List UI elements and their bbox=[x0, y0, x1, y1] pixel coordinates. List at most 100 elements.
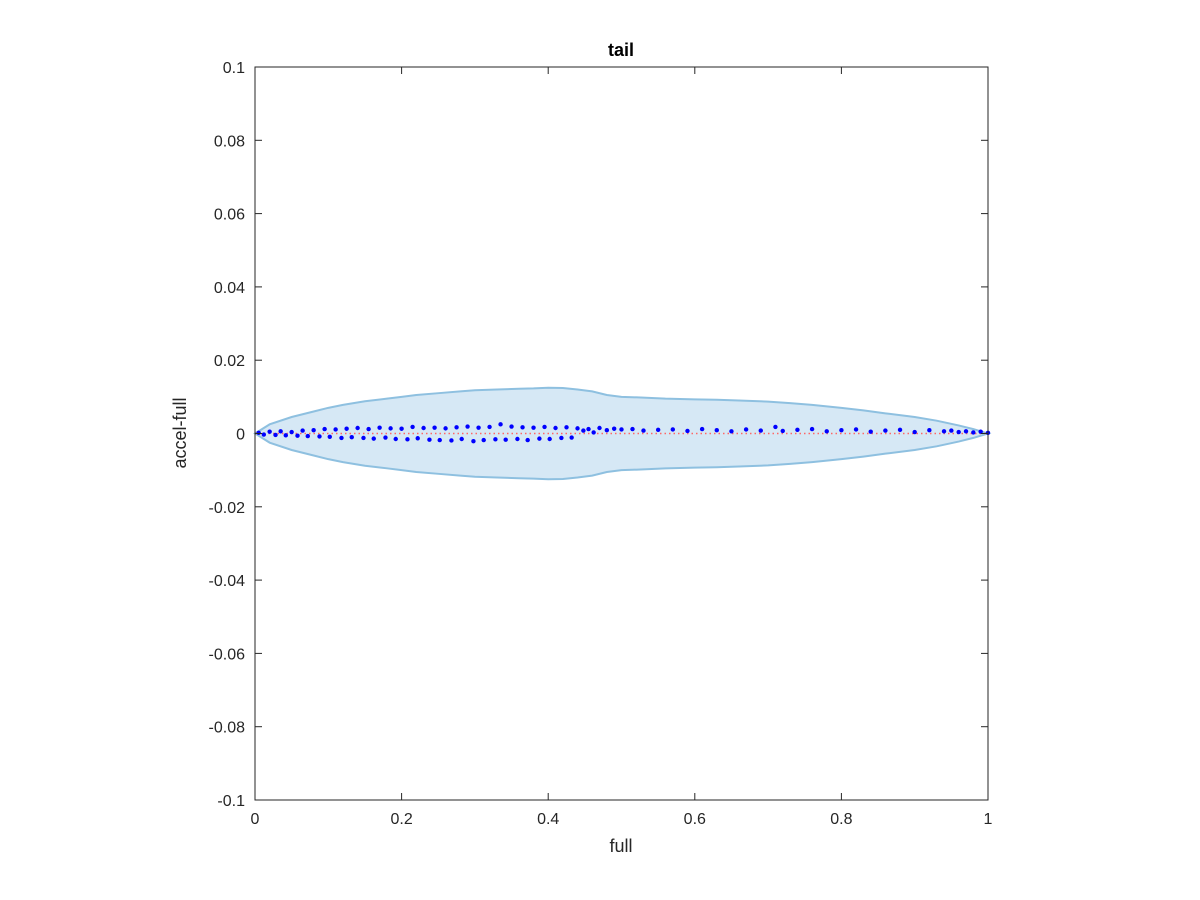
data-point bbox=[493, 437, 498, 442]
data-point bbox=[295, 433, 300, 438]
y-axis-label: accel-full bbox=[170, 397, 190, 468]
y-tick-label: 0 bbox=[236, 427, 245, 444]
data-point bbox=[559, 435, 564, 441]
data-point bbox=[729, 429, 734, 434]
data-point bbox=[405, 437, 410, 442]
data-point bbox=[641, 428, 646, 433]
data-point bbox=[714, 428, 719, 433]
data-point bbox=[699, 426, 705, 432]
data-point bbox=[399, 426, 404, 431]
data-point bbox=[515, 436, 520, 442]
data-point bbox=[897, 427, 903, 433]
y-axis-ticks: 0.1 0.08 0.06 0.04 0.02 0 -0.02 -0.04 -0.06 -0.08… bbox=[209, 60, 988, 810]
data-point bbox=[327, 434, 332, 439]
y-tick-label: -0.02 bbox=[209, 500, 246, 517]
data-point bbox=[685, 428, 690, 434]
data-point bbox=[300, 428, 305, 433]
data-point bbox=[361, 435, 366, 441]
x-tick-label: 0.8 bbox=[830, 811, 852, 828]
data-point bbox=[591, 430, 596, 435]
x-axis-label: full bbox=[609, 836, 632, 856]
data-point bbox=[487, 424, 492, 430]
data-point bbox=[949, 428, 954, 433]
data-point bbox=[537, 436, 542, 441]
y-tick-label: -0.1 bbox=[217, 793, 245, 810]
data-point bbox=[459, 436, 464, 442]
data-point bbox=[366, 426, 371, 432]
x-tick-label: 0 bbox=[251, 811, 260, 828]
y-tick-label: -0.06 bbox=[209, 646, 246, 663]
data-point bbox=[283, 433, 288, 438]
data-point bbox=[611, 426, 617, 431]
data-point bbox=[437, 437, 442, 443]
data-point bbox=[553, 425, 558, 431]
data-point bbox=[333, 427, 338, 432]
data-point bbox=[525, 437, 530, 443]
data-point bbox=[503, 437, 508, 442]
y-tick-label: 0.08 bbox=[214, 133, 245, 150]
data-point bbox=[963, 429, 969, 434]
data-point bbox=[415, 436, 420, 441]
data-point bbox=[941, 429, 947, 434]
data-point bbox=[427, 437, 432, 442]
data-point bbox=[311, 428, 316, 433]
data-point bbox=[377, 425, 382, 430]
data-point bbox=[956, 429, 961, 435]
data-point bbox=[454, 425, 459, 430]
data-point bbox=[569, 435, 574, 440]
data-point bbox=[547, 436, 552, 442]
data-point bbox=[670, 427, 676, 432]
data-point bbox=[339, 435, 344, 441]
data-point bbox=[883, 428, 888, 433]
y-tick-label: 0.04 bbox=[214, 280, 245, 297]
data-point bbox=[630, 426, 635, 432]
chart-title: tail bbox=[608, 40, 634, 60]
data-point bbox=[575, 426, 580, 431]
data-point bbox=[289, 429, 294, 435]
y-tick-label: -0.04 bbox=[209, 573, 246, 590]
data-point bbox=[278, 429, 283, 434]
data-point bbox=[597, 425, 602, 431]
data-point bbox=[388, 426, 393, 431]
data-point bbox=[978, 429, 983, 434]
data-point bbox=[564, 425, 569, 430]
data-point bbox=[443, 426, 448, 431]
data-point bbox=[256, 430, 261, 435]
data-point bbox=[655, 427, 661, 433]
data-point bbox=[432, 425, 437, 430]
data-point bbox=[927, 428, 932, 433]
data-point bbox=[581, 428, 586, 433]
data-point bbox=[531, 425, 536, 430]
data-point bbox=[476, 425, 481, 430]
y-tick-label: 0.06 bbox=[214, 207, 245, 224]
y-tick-label: -0.08 bbox=[209, 720, 246, 737]
data-point bbox=[824, 429, 829, 434]
data-point bbox=[261, 432, 266, 437]
data-point bbox=[267, 429, 272, 434]
y-tick-label: 0.02 bbox=[214, 353, 245, 370]
data-point bbox=[520, 425, 525, 430]
data-point bbox=[542, 424, 547, 430]
data-point bbox=[795, 427, 800, 433]
data-point bbox=[410, 424, 415, 430]
data-point bbox=[273, 432, 278, 438]
x-tick-label: 0.6 bbox=[684, 811, 706, 828]
data-point bbox=[853, 427, 859, 432]
x-tick-label: 1 bbox=[984, 811, 993, 828]
x-tick-label: 0.2 bbox=[390, 811, 412, 828]
data-point bbox=[344, 426, 349, 431]
data-point bbox=[619, 427, 624, 432]
data-point bbox=[355, 425, 360, 431]
data-point bbox=[912, 429, 917, 435]
data-point bbox=[839, 428, 844, 433]
data-point bbox=[758, 428, 763, 433]
data-point bbox=[498, 422, 503, 427]
x-tick-label: 0.4 bbox=[537, 811, 559, 828]
data-point bbox=[449, 438, 454, 443]
data-point bbox=[604, 428, 610, 433]
data-point bbox=[780, 428, 785, 434]
data-point bbox=[465, 424, 470, 429]
data-point bbox=[322, 426, 327, 432]
data-point bbox=[481, 437, 486, 443]
